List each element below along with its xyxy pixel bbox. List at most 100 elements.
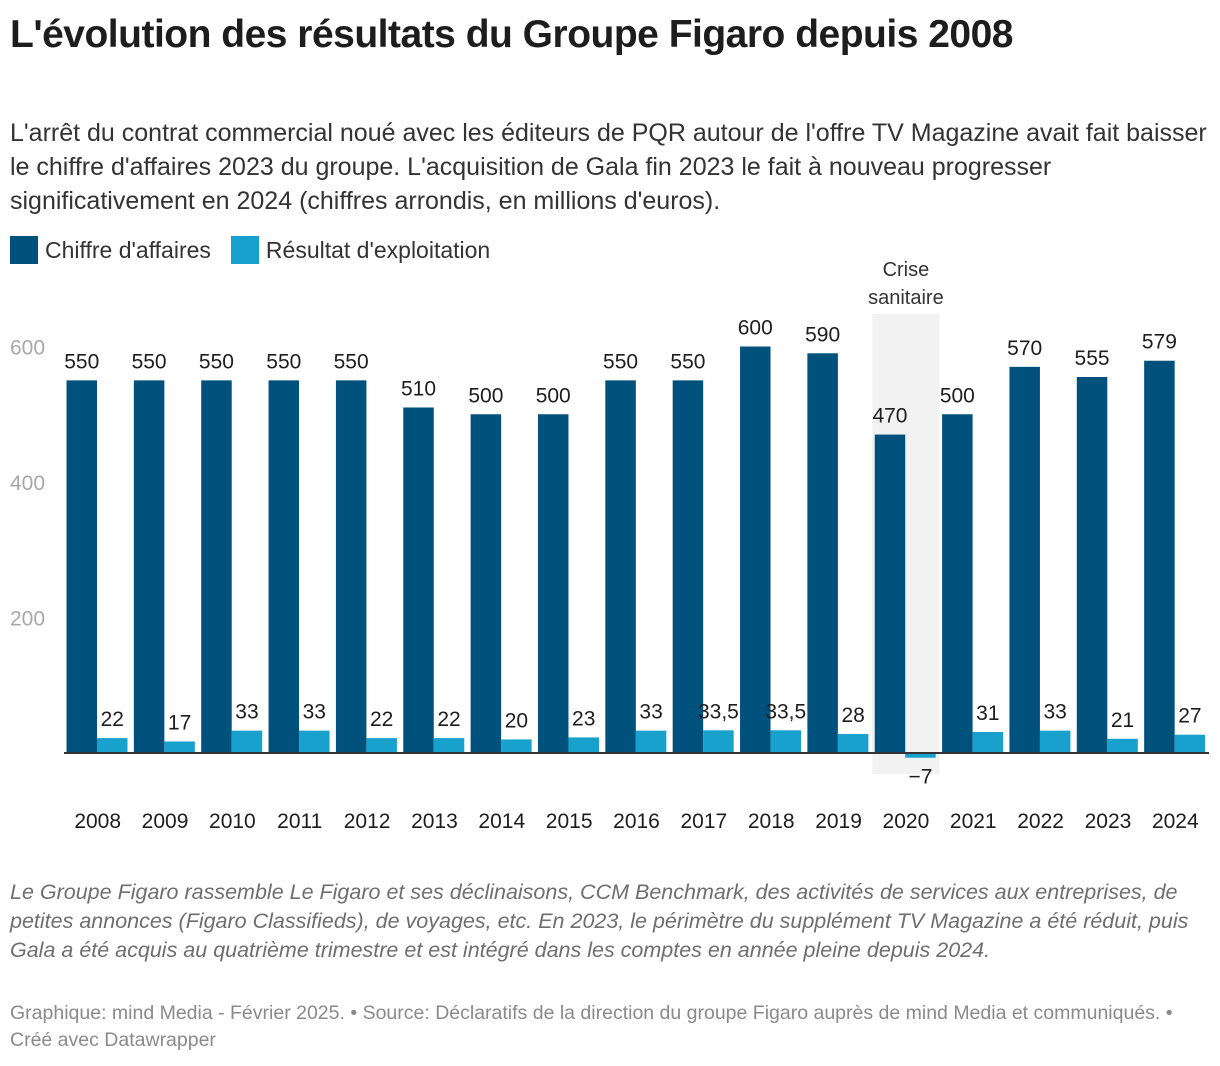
annotation-text: Crise — [883, 259, 930, 281]
bar-revenue — [672, 380, 704, 753]
bar-revenue — [470, 414, 502, 753]
data-label-revenue: 600 — [738, 317, 773, 340]
bar-operating-result — [703, 730, 734, 753]
bar-operating-result — [635, 730, 667, 753]
bar-revenue — [1009, 366, 1040, 753]
data-label-operating-result: 20 — [505, 709, 528, 732]
bar-revenue — [403, 407, 434, 753]
bar-operating-result — [1039, 730, 1071, 753]
bar-revenue — [1076, 376, 1108, 753]
x-tick-label: 2024 — [1152, 810, 1199, 833]
data-label-revenue: 550 — [670, 350, 705, 373]
bar-operating-result — [366, 738, 397, 753]
data-label-revenue: 550 — [603, 350, 638, 373]
data-label-operating-result: 31 — [976, 702, 999, 725]
data-label-revenue: 590 — [805, 323, 840, 346]
data-label-operating-result: 23 — [572, 707, 595, 730]
data-label-operating-result: −7 — [909, 766, 933, 789]
x-tick-label: 2012 — [344, 810, 391, 833]
data-label-operating-result: 22 — [101, 708, 124, 731]
data-label-revenue: 570 — [1007, 337, 1042, 360]
data-label-operating-result: 33 — [1044, 701, 1067, 724]
bar-operating-result — [501, 739, 532, 753]
legend: Chiffre d'affaires Résultat d'exploitati… — [10, 236, 510, 264]
data-label-operating-result: 27 — [1178, 705, 1201, 728]
x-tick-label: 2008 — [74, 810, 121, 833]
bar-operating-result — [164, 741, 195, 753]
data-label-operating-result: 33,5 — [698, 700, 739, 723]
x-tick-label: 2014 — [478, 810, 525, 833]
data-label-revenue: 500 — [468, 384, 503, 407]
bar-revenue — [537, 414, 569, 753]
data-label-operating-result: 17 — [168, 711, 191, 734]
bar-operating-result — [97, 738, 128, 753]
chart-subtitle: L'arrêt du contrat commercial noué avec … — [10, 119, 1207, 215]
data-label-revenue: 550 — [266, 350, 301, 373]
x-tick-label: 2019 — [815, 810, 862, 833]
x-tick-label: 2015 — [546, 810, 593, 833]
data-label-revenue: 550 — [132, 350, 167, 373]
bar-chart: Crise sanitaire 200 400 600 550 22 2008 550 17 200… — [10, 259, 1209, 833]
legend-item-revenue: Chiffre d'affaires — [10, 236, 211, 264]
x-tick-label: 2020 — [883, 810, 930, 833]
data-label-revenue: 500 — [940, 384, 975, 407]
x-tick-label: 2023 — [1085, 810, 1132, 833]
data-label-operating-result: 33 — [639, 701, 662, 724]
chart-title: L'évolution des résultats du Groupe Figa… — [10, 13, 1013, 56]
x-tick-label: 2022 — [1017, 810, 1064, 833]
legend-label-operating-result: Résultat d'exploitation — [265, 236, 491, 263]
x-tick-label: 2021 — [950, 810, 997, 833]
data-label-revenue: 550 — [64, 350, 99, 373]
data-label-operating-result: 28 — [841, 704, 864, 727]
data-label-operating-result: 33,5 — [765, 700, 806, 723]
data-label-revenue: 550 — [199, 350, 234, 373]
annotation-text: sanitaire — [868, 287, 944, 309]
data-label-revenue: 470 — [872, 405, 907, 428]
x-tick-label: 2018 — [748, 810, 795, 833]
bar-operating-result — [972, 731, 1004, 753]
legend-label-revenue: Chiffre d'affaires — [45, 236, 211, 263]
data-label-revenue: 555 — [1075, 347, 1110, 370]
y-tick-label: 600 — [10, 337, 45, 360]
data-label-operating-result: 22 — [370, 708, 393, 731]
x-tick-label: 2011 — [277, 810, 322, 833]
legend-swatch-operating-result — [230, 236, 259, 264]
data-label-revenue: 550 — [334, 350, 369, 373]
bar-operating-result — [231, 730, 263, 753]
bar-revenue — [874, 434, 906, 753]
chart-footer: Graphique: mind Media - Février 2025. • … — [10, 1002, 1173, 1051]
legend-item-operating-result: Résultat d'exploitation — [230, 236, 491, 264]
x-tick-label: 2013 — [411, 810, 458, 833]
data-label-operating-result: 22 — [437, 708, 460, 731]
bar-revenue — [133, 380, 165, 753]
bar-revenue — [605, 380, 636, 753]
x-tick-label: 2016 — [613, 810, 660, 833]
bar-revenue — [942, 414, 973, 753]
bar-revenue — [740, 346, 771, 753]
bar-operating-result — [568, 737, 599, 753]
data-label-operating-result: 33 — [235, 701, 258, 724]
bar-revenue — [268, 380, 300, 753]
bar-operating-result — [1174, 734, 1206, 753]
data-label-operating-result: 33 — [303, 701, 326, 724]
bar-operating-result — [1107, 738, 1138, 753]
bar-revenue — [1144, 360, 1175, 753]
bar-revenue — [201, 380, 232, 753]
x-tick-label: 2017 — [680, 810, 727, 833]
x-tick-label: 2010 — [209, 810, 256, 833]
bar-operating-result — [433, 738, 465, 753]
chart-notes: Le Groupe Figaro rassemble Le Figaro et … — [10, 880, 1189, 962]
data-label-revenue: 500 — [536, 384, 571, 407]
bar-revenue — [335, 380, 367, 753]
data-label-revenue: 510 — [401, 377, 436, 400]
bar-operating-result — [770, 730, 802, 753]
bar-operating-result — [905, 753, 936, 758]
data-label-operating-result: 21 — [1111, 709, 1134, 732]
x-tick-label: 2009 — [142, 810, 189, 833]
data-label-revenue: 579 — [1142, 331, 1177, 354]
legend-swatch-revenue — [10, 236, 38, 264]
bar-operating-result — [837, 734, 869, 753]
bar-revenue — [66, 380, 97, 753]
y-tick-label: 200 — [10, 608, 45, 631]
bar-operating-result — [299, 730, 330, 753]
